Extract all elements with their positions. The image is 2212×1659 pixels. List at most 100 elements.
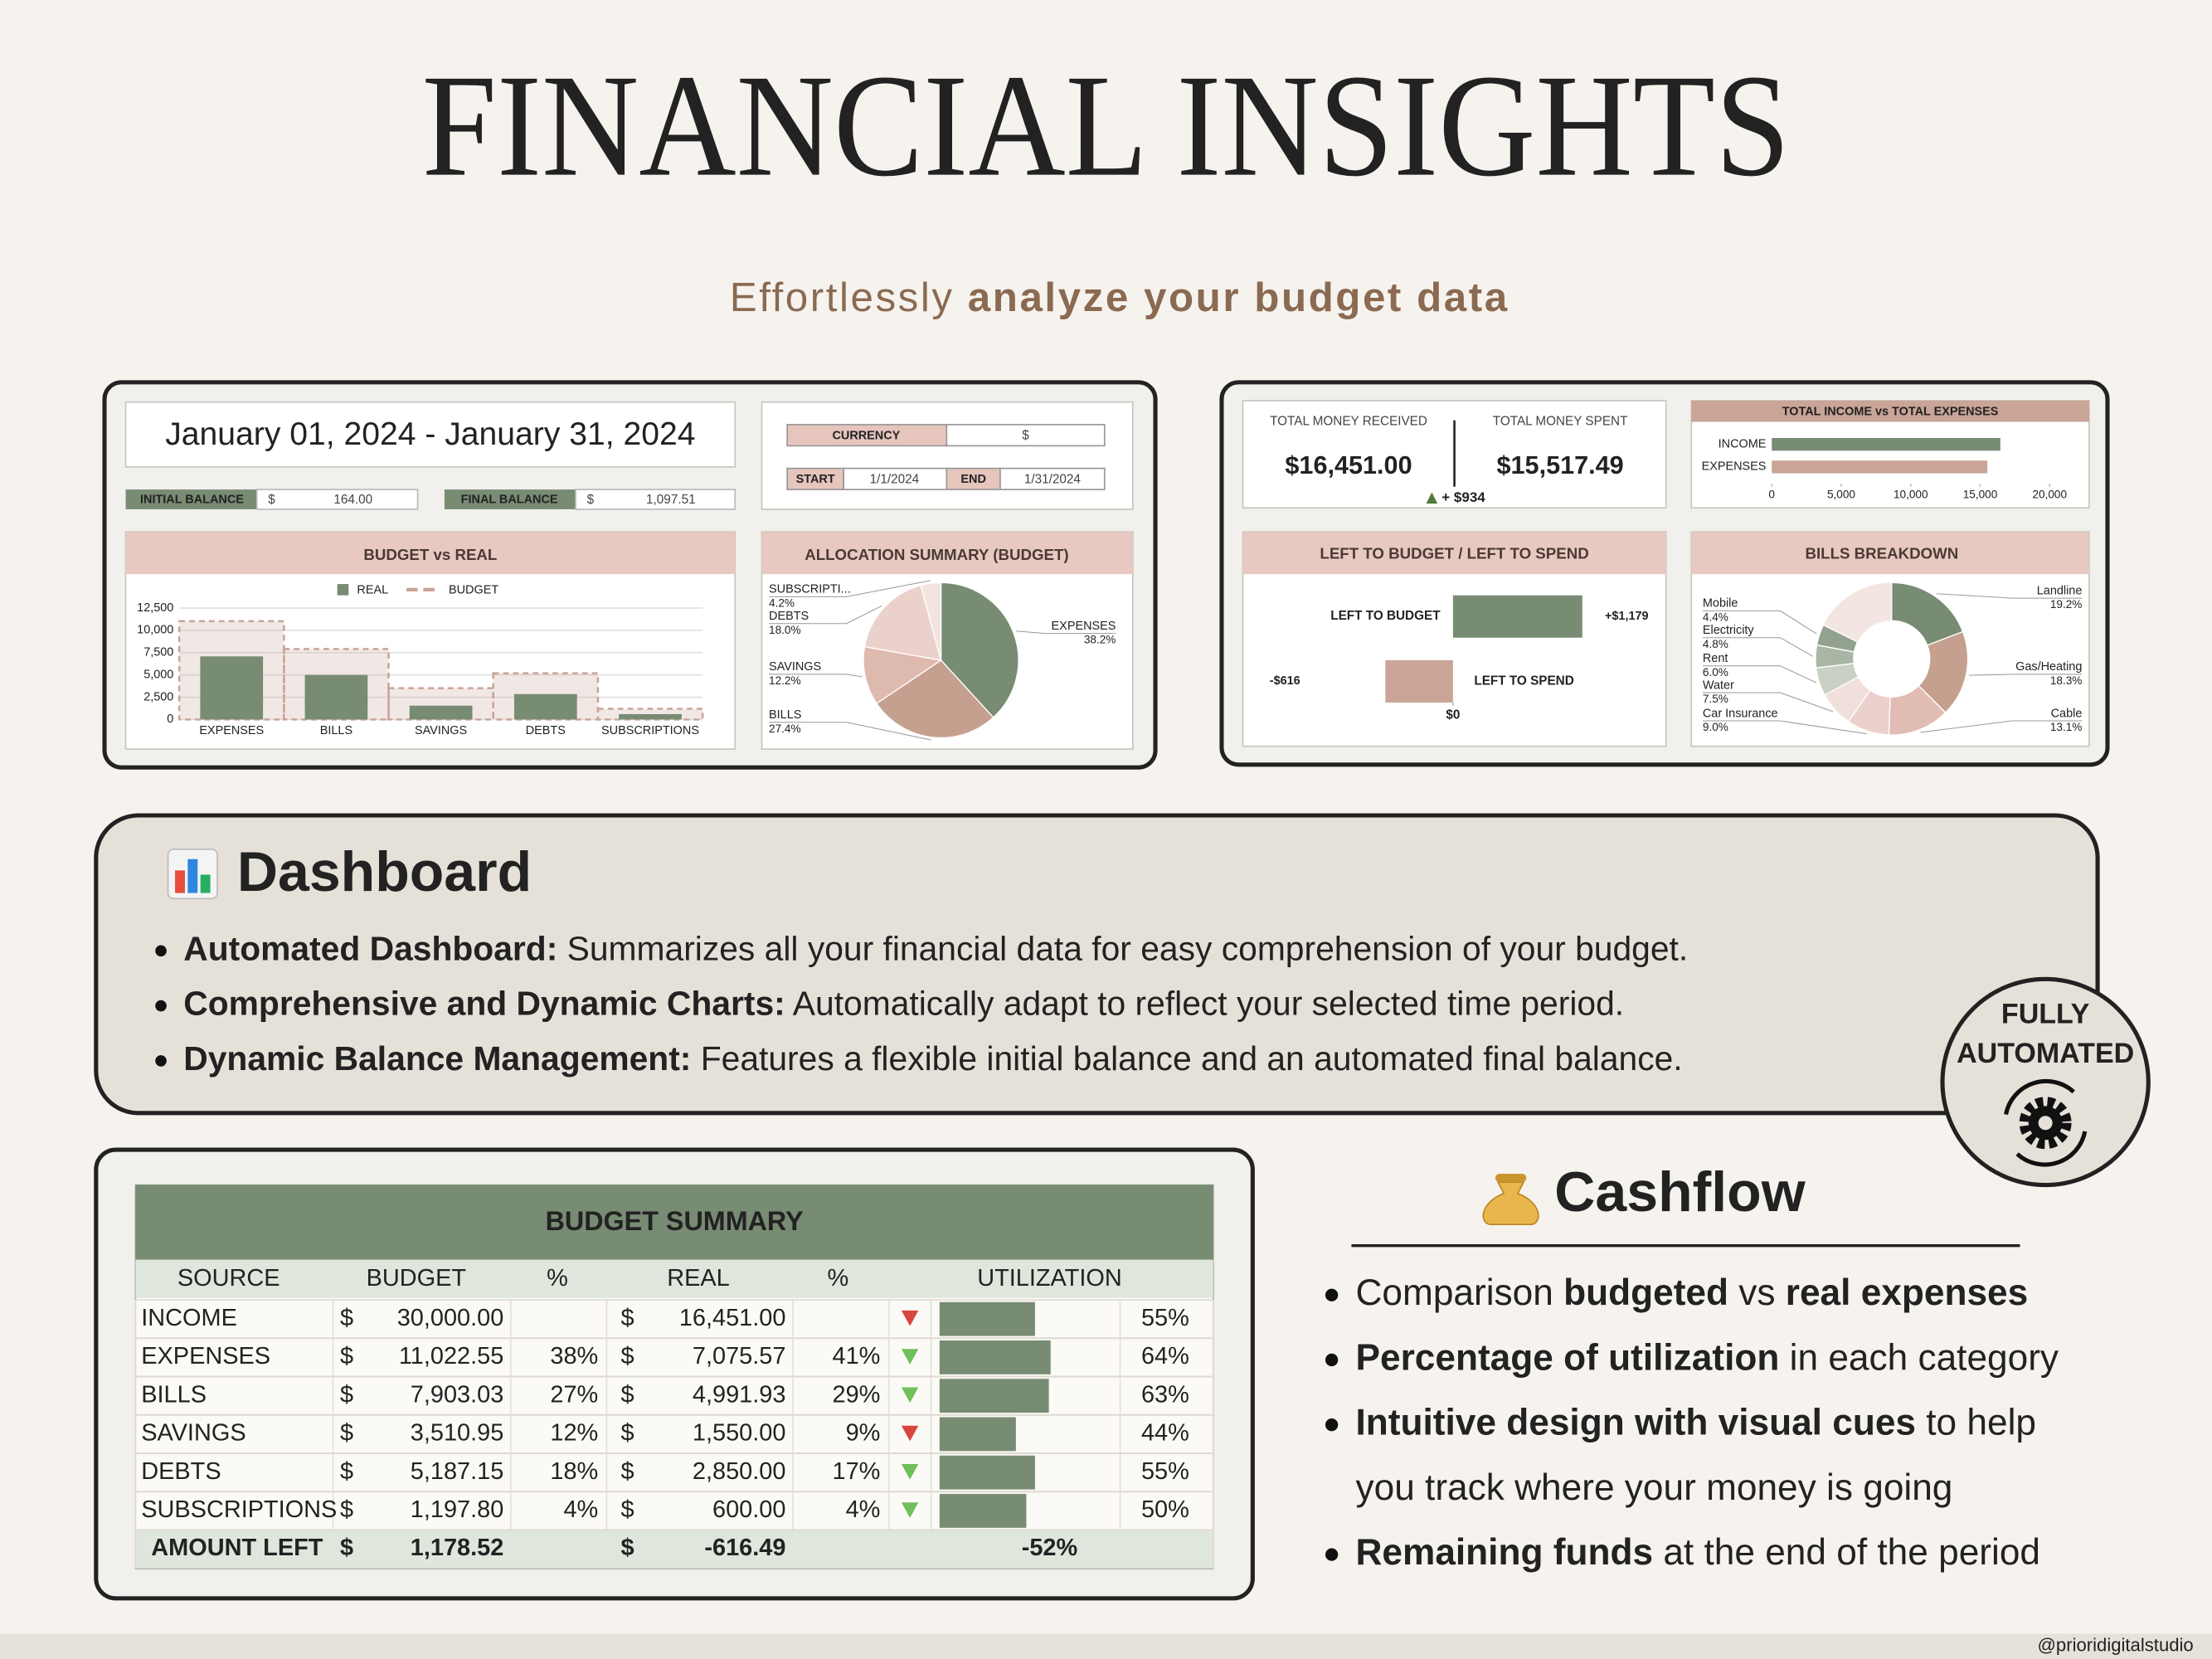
cell-real-pct: 17% <box>833 1458 881 1485</box>
gear-teeth <box>2019 1097 2072 1150</box>
leader-line <box>1702 637 1813 657</box>
cell-budget-pct: 18% <box>550 1458 598 1485</box>
utilization-bar <box>939 1340 1051 1374</box>
value-box <box>843 467 948 490</box>
bar <box>409 705 473 720</box>
x-tick-label: EXPENSES <box>199 724 264 737</box>
column-header: % <box>547 1265 568 1292</box>
subtitle: Effortlessly analyze your budget data <box>663 275 1550 320</box>
cell-real: -616.49 <box>704 1535 785 1561</box>
initial-balance-value: 164.00 <box>333 493 372 507</box>
leader-line <box>769 722 932 741</box>
y-tick-label: 12,500 <box>137 601 173 615</box>
label-box <box>946 467 1001 490</box>
cell-budget-currency: $ <box>340 1420 353 1447</box>
bullet-list: Comparison budgeted vs real expensesPerc… <box>1325 1272 2059 1573</box>
legend-label: REAL <box>357 584 388 597</box>
chart-title: TOTAL INCOME vs TOTAL EXPENSES <box>1782 405 1999 418</box>
x-tick-label: 15,000 <box>1963 489 1998 501</box>
slice-value: 12.2% <box>769 674 801 687</box>
cell-budget: 30,000.00 <box>397 1305 504 1331</box>
slice-label: Mobile <box>1703 597 1738 611</box>
leader-line <box>1702 692 1834 713</box>
bar <box>1385 659 1453 703</box>
slice-label: SUBSCRIPTI... <box>769 583 851 596</box>
status-arrow <box>901 1463 919 1480</box>
column-header: BUDGET <box>367 1265 466 1292</box>
cell-real-currency: $ <box>620 1420 634 1447</box>
slice-label: Gas/Heating <box>2015 660 2082 674</box>
cell-real: 1,550.00 <box>693 1420 786 1447</box>
y-tick-label: 7,500 <box>143 646 173 659</box>
bullet-dot <box>1325 1548 1339 1561</box>
bullet-list: Automated Dashboard: Summarizes all your… <box>155 929 1688 1078</box>
bullet-text: Dynamic Balance Management: Features a f… <box>183 1039 1682 1078</box>
cell-real-currency: $ <box>620 1535 634 1561</box>
cell-budget: 1,197.80 <box>411 1496 504 1523</box>
slice-label: SAVINGS <box>769 660 821 674</box>
bullet-segment: real expenses <box>1786 1272 2028 1313</box>
slice-value: 4.8% <box>1703 638 1728 650</box>
settings-box <box>761 401 1134 510</box>
leader-line <box>1936 593 2083 599</box>
bar <box>513 693 577 720</box>
icon-bar <box>187 859 198 893</box>
x-tick-label: $0 <box>1446 708 1460 722</box>
x-tick-label: 20,000 <box>2032 489 2067 501</box>
chart-header <box>1691 400 2089 422</box>
cell-source: SAVINGS <box>141 1420 246 1447</box>
slice-value: 18.0% <box>769 624 801 636</box>
status-arrow <box>901 1349 919 1365</box>
slice-label: Car Insurance <box>1703 707 1778 720</box>
utilization-label: 55% <box>1141 1305 1189 1331</box>
utilization-label: 50% <box>1141 1496 1189 1523</box>
leader-line <box>1015 630 1116 635</box>
date-box <box>124 401 737 468</box>
cell-real-currency: $ <box>620 1458 634 1485</box>
column-header-row <box>135 1259 1213 1298</box>
cell-budget-pct: 4% <box>563 1496 598 1523</box>
slice-label: EXPENSES <box>1052 620 1116 633</box>
cell-budget: 11,022.55 <box>399 1343 503 1370</box>
slice-value: 4.4% <box>1703 611 1728 623</box>
y-tick-label: EXPENSES <box>1702 460 1767 474</box>
cell-real-currency: $ <box>620 1343 634 1370</box>
final-balance-label: FINAL BALANCE <box>461 494 558 507</box>
start-date: 1/1/2024 <box>870 472 920 486</box>
slice-value: 7.5% <box>1703 693 1728 705</box>
cell-real-currency: $ <box>620 1305 634 1331</box>
end-date: 1/31/2024 <box>1024 472 1082 486</box>
cell-real-currency: $ <box>620 1381 634 1408</box>
x-tick-label: 5,000 <box>1827 489 1855 501</box>
value-label: -$616 <box>1270 674 1300 688</box>
bullet-segment: Remaining funds <box>1356 1532 1654 1573</box>
subtitle-part: analyze your budget data <box>968 275 1510 320</box>
bullet-dot <box>155 945 167 957</box>
utilization-label: 55% <box>1141 1458 1189 1485</box>
cell-real-pct: 41% <box>833 1343 881 1370</box>
slice-value: 4.2% <box>769 596 795 609</box>
footer-bar <box>0 1633 2212 1659</box>
status-arrow <box>901 1502 919 1518</box>
bullet-dot <box>155 1000 167 1012</box>
bullet-bold: Dynamic Balance Management: <box>183 1039 691 1078</box>
table-row <box>134 1299 1214 1339</box>
cell-budget: 1,178.52 <box>411 1535 504 1561</box>
slice-label: DEBTS <box>769 610 809 623</box>
cell-real-pct: 9% <box>846 1420 881 1447</box>
bullet-rest: Summarizes all your financial data for e… <box>557 929 1688 967</box>
bar <box>1772 460 1988 474</box>
cell-budget: 5,187.15 <box>411 1458 504 1485</box>
page-title: FINANCIAL INSIGHTS <box>422 45 1791 207</box>
bullet-dot <box>1325 1288 1339 1301</box>
bullet-text: Comprehensive and Dynamic Charts: Automa… <box>183 984 1624 1022</box>
slice <box>875 659 994 739</box>
slice-value: 27.4% <box>769 722 801 735</box>
label-box <box>786 467 845 490</box>
section-heading: Dashboard <box>237 840 532 903</box>
bullet-text: Remaining funds at the end of the period <box>1356 1532 2041 1573</box>
cell-source: INCOME <box>141 1305 237 1331</box>
credit: @prioridigitalstudio <box>2038 1635 2194 1656</box>
value-box <box>946 424 1106 447</box>
